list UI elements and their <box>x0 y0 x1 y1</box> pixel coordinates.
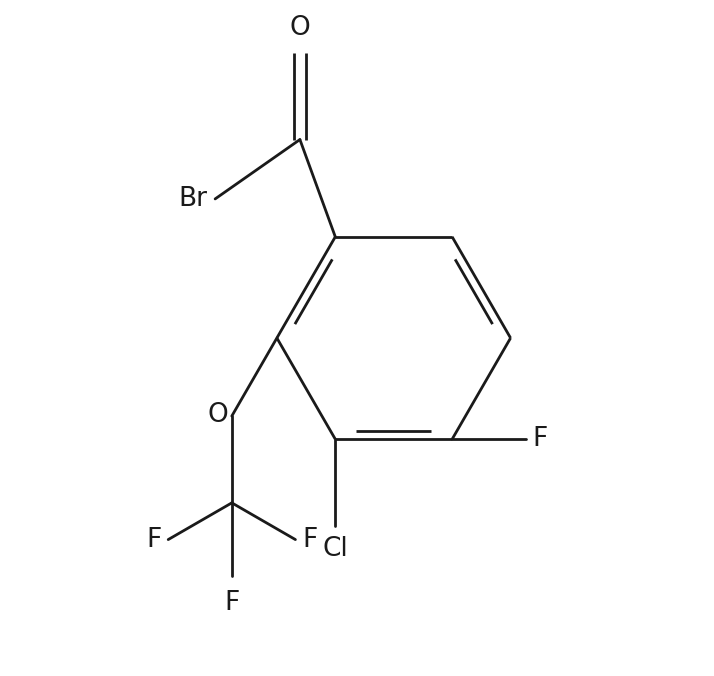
Text: O: O <box>208 402 228 428</box>
Text: Br: Br <box>178 186 207 212</box>
Text: F: F <box>532 426 548 452</box>
Text: F: F <box>146 527 161 552</box>
Text: Cl: Cl <box>323 536 348 562</box>
Text: F: F <box>302 527 317 552</box>
Text: O: O <box>290 15 311 41</box>
Text: F: F <box>224 589 239 616</box>
